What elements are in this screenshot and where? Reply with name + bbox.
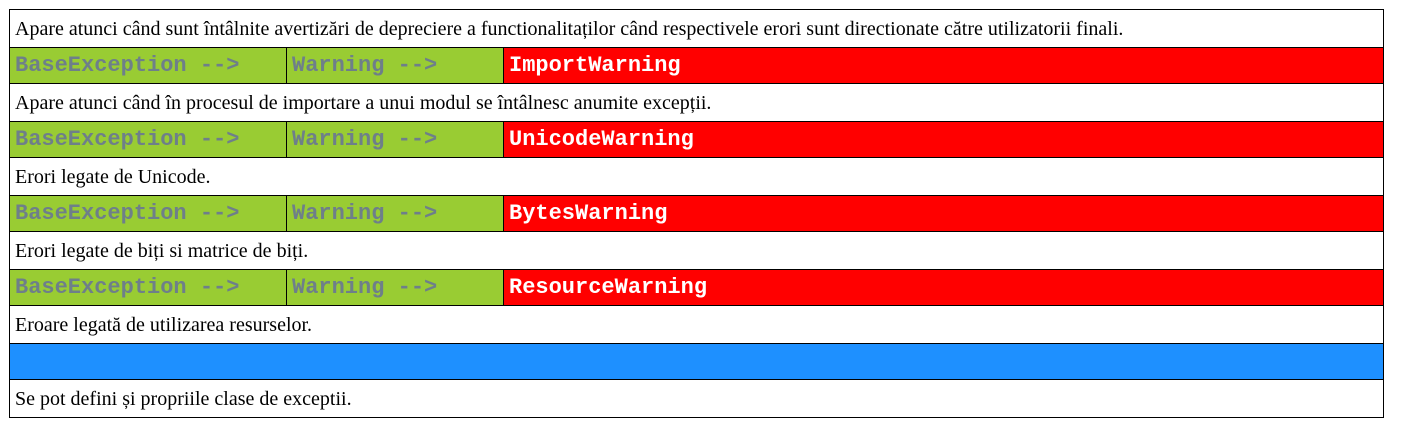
description-text: Eroare legată de utilizarea resurselor. (8, 305, 1385, 344)
description-text: Apare atunci când în procesul de importa… (8, 83, 1385, 122)
hierarchy-row: BaseException --> Warning --> UnicodeWar… (9, 121, 1385, 158)
base-exception-cell: BaseException --> (9, 195, 287, 232)
hierarchy-row: BaseException --> Warning --> BytesWarni… (9, 195, 1385, 232)
hierarchy-row: BaseException --> Warning --> ImportWarn… (9, 47, 1385, 84)
exception-class-cell: ImportWarning (502, 47, 1385, 84)
description-row: Apare atunci când sunt întâlnite avertiz… (8, 9, 1385, 48)
base-exception-cell: BaseException --> (9, 47, 287, 84)
base-exception-cell: BaseException --> (9, 269, 287, 306)
description-text: Erori legate de biți si matrice de biți. (8, 231, 1385, 270)
description-text: Apare atunci când sunt întâlnite avertiz… (8, 9, 1385, 48)
separator-row (8, 343, 1385, 380)
warning-cell: Warning --> (286, 195, 504, 232)
exception-class-cell: ResourceWarning (502, 269, 1385, 306)
description-row: Erori legate de biți si matrice de biți. (8, 231, 1385, 270)
warning-cell: Warning --> (286, 269, 504, 306)
description-text: Erori legate de Unicode. (8, 157, 1385, 196)
base-exception-cell: BaseException --> (9, 121, 287, 158)
exception-class-cell: BytesWarning (502, 195, 1385, 232)
description-text: Se pot defini și propriile clase de exce… (8, 379, 1385, 418)
description-row: Eroare legată de utilizarea resurselor. (8, 305, 1385, 344)
hierarchy-row: BaseException --> Warning --> ResourceWa… (9, 269, 1385, 306)
exception-table: Apare atunci când sunt întâlnite avertiz… (8, 9, 1385, 418)
description-row: Se pot defini și propriile clase de exce… (8, 379, 1385, 418)
separator-cell (8, 343, 1385, 380)
warning-cell: Warning --> (286, 47, 504, 84)
warning-cell: Warning --> (286, 121, 504, 158)
exception-hierarchy: Apare atunci când sunt întâlnite avertiz… (8, 9, 1385, 418)
description-row: Apare atunci când în procesul de importa… (8, 83, 1385, 122)
exception-class-cell: UnicodeWarning (502, 121, 1385, 158)
description-row: Erori legate de Unicode. (8, 157, 1385, 196)
